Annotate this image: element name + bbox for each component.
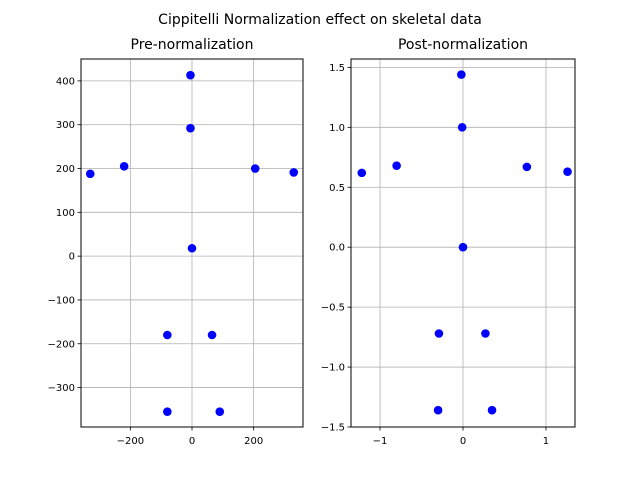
post-normalization-data-point [481,329,490,338]
pre-normalization-data-point [186,70,195,80]
post-normalization-ytick-label: −1.0 [321,363,345,374]
post-normalization-data-point [563,167,572,176]
pre-normalization-ytick-label: −100 [48,295,75,306]
pre-normalization-data-point [85,169,95,179]
post-normalization-xtick-label: 0 [460,436,466,447]
post-normalization-data-point [357,168,367,178]
post-normalization-ytick-label: 1.0 [329,123,345,134]
pre-normalization-ytick-label: −300 [48,383,75,394]
pre-normalization-xtick-label: −200 [117,436,144,447]
pre-normalization-data-point [187,243,197,253]
pre-normalization-xtick-label: 0 [189,436,195,447]
post-normalization-data-point [433,405,443,415]
pre-normalization-data-point [250,164,260,173]
post-normalization-data-point [457,70,466,79]
post-normalization-ytick-label: 0.5 [329,183,345,194]
pre-normalization-data-point [119,162,129,171]
post-normalization-ytick-label: 0.0 [329,243,345,254]
pre-normalization-ytick-label: 300 [56,120,75,131]
post-normalization-xtick-label: −1 [373,436,388,447]
post-normalization-data-point [487,405,497,415]
post-normalization-data-point [522,162,532,172]
pre-normalization-ytick-label: 100 [56,208,75,219]
pre-normalization-ytick-label: −200 [48,339,75,350]
pre-normalization-data-point [289,168,299,177]
pre-normalization-plot: Pre-normalization −200 0 200 −300 −200 −100 0 1… [48,37,304,447]
pre-normalization-ytick-label: 200 [56,164,75,175]
post-normalization-data-point [392,161,401,170]
pre-normalization-xtick-label: 200 [244,436,263,447]
pre-normalization-ytick-label: 0 [69,252,75,263]
post-normalization-ytick-label: −1.5 [321,423,345,434]
post-normalization-data-point [457,123,467,132]
pre-normalization-data-point [186,123,195,133]
pre-normalization-data-point [163,407,172,416]
post-normalization-data-point [434,329,444,338]
post-normalization-xtick-label: 1 [543,436,549,447]
post-normalization-ytick-label: 1.5 [329,63,345,74]
post-normalization-ytick-label: −0.5 [321,303,345,314]
pre-normalization-data-point [207,330,217,340]
pre-normalization-data-point [163,330,172,340]
pre-normalization-data-point [215,407,225,416]
post-normalization-data-point [458,242,468,252]
post-normalization-plot: Post-normalization −1 0 1 −1.5 −1.0 −0.5 0.0 0.… [321,37,576,447]
pre-normalization-title: Pre-normalization [131,37,254,53]
post-normalization-title: Post-normalization [398,37,528,53]
figure-suptitle: Cippitelli Normalization effect on skele… [158,12,482,28]
pre-normalization-ytick-label: 400 [56,76,75,87]
